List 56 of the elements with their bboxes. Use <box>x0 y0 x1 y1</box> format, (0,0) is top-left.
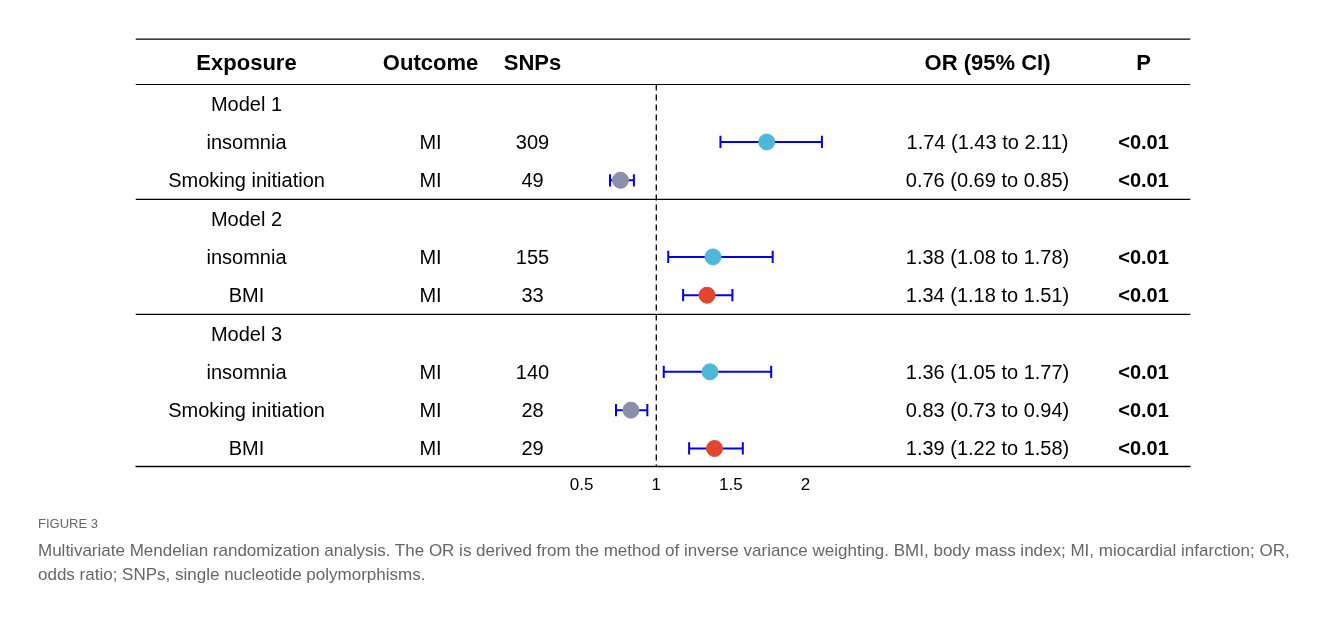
y-tick-label: Smoking initiation <box>168 169 325 192</box>
annotation: 1.38 (1.08 to 1.78) <box>905 245 1070 268</box>
annotation: MI <box>419 169 442 192</box>
y-tick-label: insomnia <box>206 245 288 268</box>
annotation: <0.01 <box>1118 245 1169 268</box>
point <box>622 401 640 419</box>
text: Exposure <box>196 50 297 76</box>
y-tick-label: Model 1 <box>210 92 283 115</box>
y-tick-label: insomnia <box>206 130 288 153</box>
point <box>611 171 629 189</box>
annotation: 33 <box>521 284 544 307</box>
point <box>704 248 722 266</box>
text: OR (95% CI) <box>924 50 1051 76</box>
annotation: MI <box>419 130 442 153</box>
annotation: 140 <box>515 360 550 383</box>
annotation: <0.01 <box>1118 169 1169 192</box>
annotation: MI <box>419 437 442 460</box>
annotation: MI <box>419 245 442 268</box>
annotation: 0.76 (0.69 to 0.85) <box>905 169 1070 192</box>
annotation: MI <box>419 284 442 307</box>
point <box>758 133 776 151</box>
text: Multivariate Mendelian randomization analysis. The OR is derived from the method of inverse variance weighting. BMI, body mass index; MI, miocardial infarction; OR, odds ratio; SNPs, single nucleotide polymorphisms. <box>38 540 1291 586</box>
annotation: 1.74 (1.43 to 2.11) <box>906 130 1069 153</box>
annotation: <0.01 <box>1118 130 1169 153</box>
x-tick-label: 2 <box>800 474 811 494</box>
point <box>701 363 719 381</box>
annotation: 1.39 (1.22 to 1.58) <box>905 437 1070 460</box>
text: Outcome <box>382 50 479 76</box>
annotation: MI <box>419 360 442 383</box>
y-tick-label: BMI <box>228 437 265 460</box>
annotation: 29 <box>521 437 544 460</box>
y-tick-label: Smoking initiation <box>168 399 325 422</box>
annotation: MI <box>419 399 442 422</box>
annotation: <0.01 <box>1118 284 1169 307</box>
x-tick-label: 1 <box>651 474 662 494</box>
annotation: 155 <box>515 245 550 268</box>
y-tick-label: Model 3 <box>210 322 283 345</box>
annotation: 1.36 (1.05 to 1.77) <box>905 360 1070 383</box>
point <box>698 286 716 304</box>
annotation: <0.01 <box>1118 399 1169 422</box>
caption: FIGURE 3 <box>38 515 99 533</box>
x-tick-label: 0.5 <box>569 474 594 494</box>
annotation: 28 <box>521 399 544 422</box>
annotation: 1.34 (1.18 to 1.51) <box>905 284 1070 307</box>
annotation: <0.01 <box>1118 437 1169 460</box>
y-tick-label: Model 2 <box>210 207 283 230</box>
y-tick-label: insomnia <box>206 360 288 383</box>
point <box>705 440 723 457</box>
annotation: <0.01 <box>1118 360 1169 383</box>
annotation: 309 <box>515 130 550 153</box>
text: P <box>1136 50 1151 76</box>
annotation: 49 <box>521 169 544 192</box>
y-tick-label: BMI <box>228 284 265 307</box>
x-tick-label: 1.5 <box>719 474 743 494</box>
text: SNPs <box>503 50 562 76</box>
annotation: 0.83 (0.73 to 0.94) <box>905 399 1070 422</box>
